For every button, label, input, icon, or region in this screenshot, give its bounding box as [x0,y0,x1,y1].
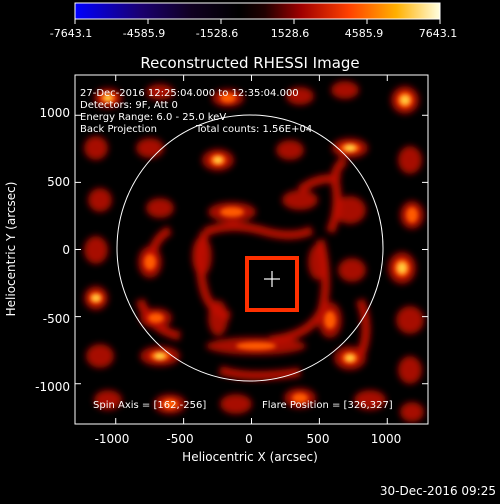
flare-crosshair [264,271,280,287]
plot-title: Reconstructed RHESSI Image [140,54,359,72]
colorbar-ticks [74,19,441,24]
y-tick-label: 0 [62,243,70,257]
y-axis-label: Heliocentric Y (arcsec) [4,182,18,317]
solar-limb-circle [116,114,384,382]
y-tick-label: 1000 [39,106,70,120]
colorbar-tick-label: -4585.9 [123,27,165,40]
total-counts-text: Total counts: 1.56E+04 [195,124,312,135]
colorbar-gradient [74,2,441,20]
energy-range-text: Energy Range: 6.0 - 25.0 keV [80,112,226,123]
x-tick-label: 500 [307,432,330,446]
x-tick-label: 1000 [371,432,402,446]
y-tick-label: -500 [43,312,70,326]
bright-cores [89,92,418,409]
x-axis-label: Heliocentric X (arcsec) [182,450,318,464]
colorbar-tick-label: -1528.6 [196,27,238,40]
info-annotations: 27-Dec-2016 12:25:04.000 to 12:35:04.000… [80,88,393,411]
x-tick-label: -1000 [95,432,130,446]
colorbar-tick-label: 4585.9 [345,27,384,40]
x-tick-label: 0 [245,432,253,446]
colorbar: -7643.1 -4585.9 -1528.6 1528.6 4585.9 76… [50,2,458,40]
colorbar-tick-label: 7643.1 [419,27,458,40]
colorbar-tick-label: 1528.6 [271,27,310,40]
detectors-text: Detectors: 9F, Att 0 [80,100,178,111]
time-range-text: 27-Dec-2016 12:25:04.000 to 12:35:04.000 [80,88,299,99]
y-tick-label: -1000 [35,380,70,394]
x-tick-label: -500 [166,432,193,446]
y-tick-label: 500 [47,175,70,189]
colorbar-tick-label: -7643.1 [50,27,92,40]
axis-ticks [75,75,428,424]
footer-timestamp: 30-Dec-2016 09:25 [380,484,496,498]
heatmap-image [75,75,428,424]
spin-axis-text: Spin Axis = [162,-256] [93,400,206,411]
flare-position-text: Flare Position = [326,327] [262,400,393,411]
algorithm-text: Back Projection [80,124,157,135]
